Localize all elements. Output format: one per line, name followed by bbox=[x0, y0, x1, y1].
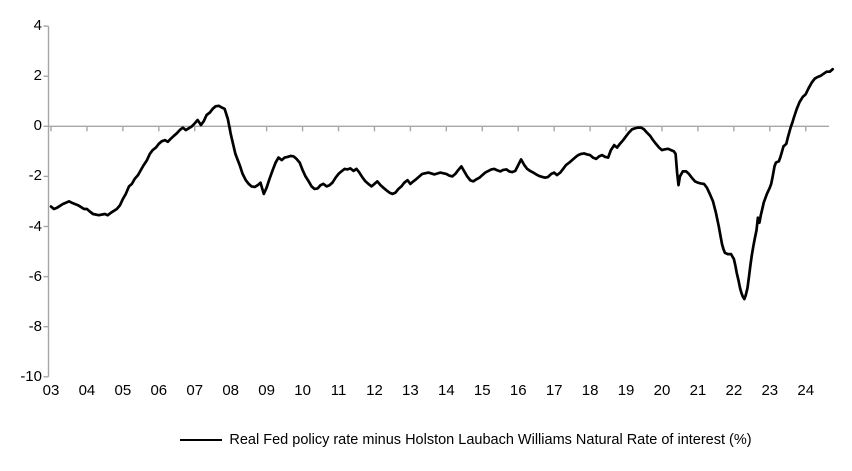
x-axis-tick-label: 20 bbox=[653, 382, 671, 399]
x-axis-tick-label: 22 bbox=[725, 382, 743, 399]
x-axis-tick-label: 09 bbox=[258, 382, 275, 399]
x-axis-tick-label: 17 bbox=[545, 382, 563, 399]
x-axis-tick-label: 24 bbox=[797, 382, 815, 399]
x-axis-tick-label: 08 bbox=[222, 382, 240, 399]
y-axis-tick-label: 0 bbox=[33, 117, 42, 135]
x-axis-tick-label: 04 bbox=[78, 382, 96, 399]
x-axis-tick-label: 11 bbox=[330, 382, 347, 399]
y-axis-tick-label: -4 bbox=[28, 217, 42, 235]
x-axis-tick-label: 05 bbox=[114, 382, 132, 399]
x-axis-tick-label: 06 bbox=[150, 382, 168, 399]
y-axis-tick-label: 4 bbox=[33, 17, 42, 35]
x-axis-tick-label: 16 bbox=[509, 382, 527, 399]
x-axis-tick-label: 12 bbox=[366, 382, 383, 399]
data-line-series bbox=[49, 67, 835, 301]
x-axis-tick-label: 18 bbox=[581, 382, 599, 399]
x-axis-tick-label: 13 bbox=[402, 382, 419, 399]
x-axis-tick-label: 15 bbox=[473, 382, 491, 399]
y-axis-tick-label: -2 bbox=[28, 167, 42, 185]
y-axis-tick-label: 2 bbox=[33, 67, 42, 85]
legend: Real Fed policy rate minus Holston Lauba… bbox=[40, 431, 852, 449]
x-axis-tick-label: 23 bbox=[761, 382, 779, 399]
y-axis-tick-label: -6 bbox=[28, 267, 42, 285]
x-axis-tick-label: 19 bbox=[617, 382, 635, 399]
axes bbox=[43, 25, 829, 378]
legend-line-swatch bbox=[180, 439, 223, 441]
legend-label: Real Fed policy rate minus Holston Lauba… bbox=[229, 432, 752, 448]
x-axis-tick-label: 03 bbox=[42, 382, 60, 399]
x-axis-tick-label: 07 bbox=[186, 382, 204, 399]
x-axis-tick-label: 10 bbox=[294, 382, 311, 399]
x-axis-tick-label: 14 bbox=[437, 382, 455, 399]
y-axis-tick-label: -10 bbox=[20, 367, 42, 385]
y-axis-tick-label: -8 bbox=[28, 317, 42, 335]
x-axis-tick-label: 21 bbox=[689, 382, 707, 399]
